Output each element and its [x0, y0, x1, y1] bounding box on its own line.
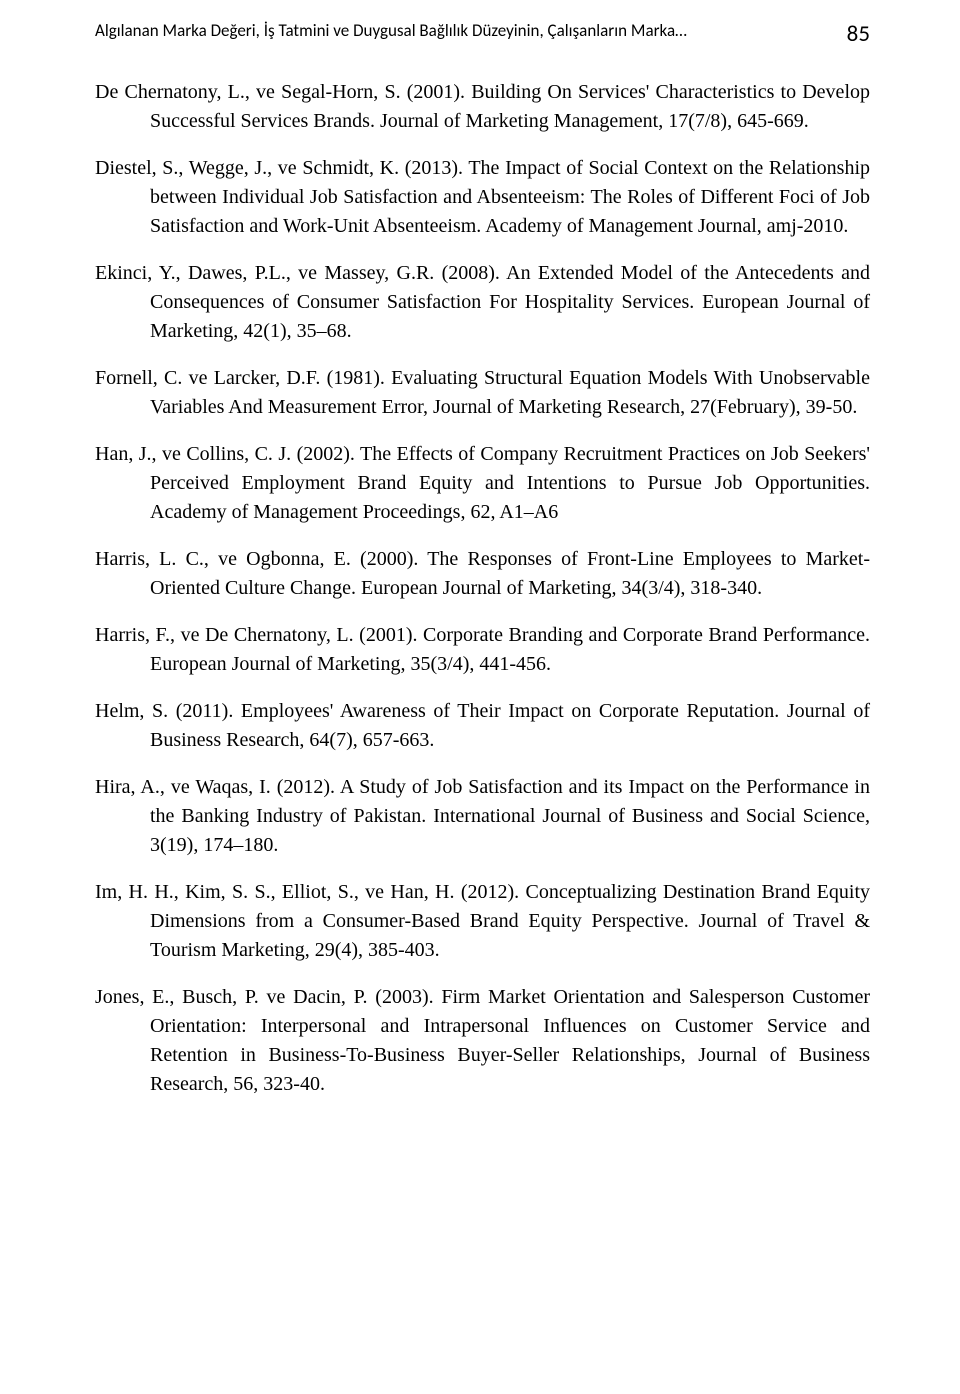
reference-item: Fornell, C. ve Larcker, D.F. (1981). Eva…: [95, 364, 870, 422]
reference-item: Jones, E., Busch, P. ve Dacin, P. (2003)…: [95, 983, 870, 1099]
reference-item: Im, H. H., Kim, S. S., Elliot, S., ve Ha…: [95, 878, 870, 965]
reference-item: De Chernatony, L., ve Segal-Horn, S. (20…: [95, 78, 870, 136]
reference-item: Han, J., ve Collins, C. J. (2002). The E…: [95, 440, 870, 527]
running-title: Algılanan Marka Değeri, İş Tatmini ve Du…: [95, 20, 817, 41]
reference-item: Harris, L. C., ve Ogbonna, E. (2000). Th…: [95, 545, 870, 603]
references-list: De Chernatony, L., ve Segal-Horn, S. (20…: [95, 78, 870, 1099]
reference-item: Ekinci, Y., Dawes, P.L., ve Massey, G.R.…: [95, 259, 870, 346]
page-header: Algılanan Marka Değeri, İş Tatmini ve Du…: [95, 20, 870, 48]
reference-item: Diestel, S., Wegge, J., ve Schmidt, K. (…: [95, 154, 870, 241]
reference-item: Hira, A., ve Waqas, I. (2012). A Study o…: [95, 773, 870, 860]
reference-item: Helm, S. (2011). Employees' Awareness of…: [95, 697, 870, 755]
reference-item: Harris, F., ve De Chernatony, L. (2001).…: [95, 621, 870, 679]
page-number: 85: [847, 20, 870, 48]
